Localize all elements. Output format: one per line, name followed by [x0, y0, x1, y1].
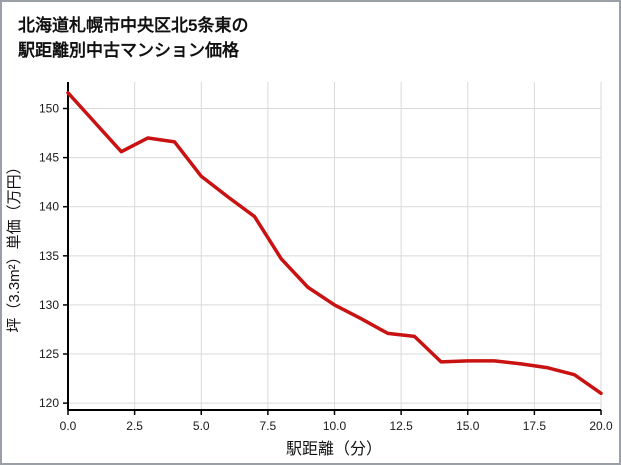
y-axis-label: 坪（3.3m²）単価（万円） — [6, 159, 23, 332]
y-tick-label: 125 — [39, 347, 59, 361]
x-tick-label: 12.5 — [389, 419, 413, 433]
x-tick-label: 5.0 — [193, 419, 210, 433]
chart-generated-layer: 0.0 2.5 5.0 7.5 10.0 12.5 15.0 17.5 20.0 120 125 13… — [39, 82, 613, 433]
x-tick-label: 17.5 — [523, 419, 547, 433]
x-tick-label: 20.0 — [589, 419, 613, 433]
x-tick-label: 2.5 — [126, 419, 143, 433]
chart-title: 北海道札幌市中央区北5条東の 駅距離別中古マンション価格 — [2, 2, 619, 63]
x-tick-label: 7.5 — [260, 419, 277, 433]
x-axis-label: 駅距離（分） — [286, 440, 382, 458]
y-tick-label: 130 — [39, 298, 59, 312]
x-tick-label: 15.0 — [456, 419, 480, 433]
y-tick-label: 120 — [39, 396, 59, 410]
y-tick-label: 140 — [39, 200, 59, 214]
chart-title-line-2: 駅距離別中古マンション価格 — [18, 40, 239, 60]
x-tick-label: 0.0 — [60, 419, 77, 433]
chart-svg: 0.0 2.5 5.0 7.5 10.0 12.5 15.0 17.5 20.0 120 125 13… — [6, 82, 613, 458]
y-tick-label: 135 — [39, 249, 59, 263]
chart-area: 0.0 2.5 5.0 7.5 10.0 12.5 15.0 17.5 20.0 120 125 13… — [2, 68, 619, 463]
price-line — [66, 91, 603, 396]
y-tick-label: 150 — [39, 102, 59, 116]
x-tick-label: 10.0 — [323, 419, 347, 433]
chart-title-line-1: 北海道札幌市中央区北5条東の — [18, 16, 249, 35]
y-tick-label: 145 — [39, 151, 59, 165]
